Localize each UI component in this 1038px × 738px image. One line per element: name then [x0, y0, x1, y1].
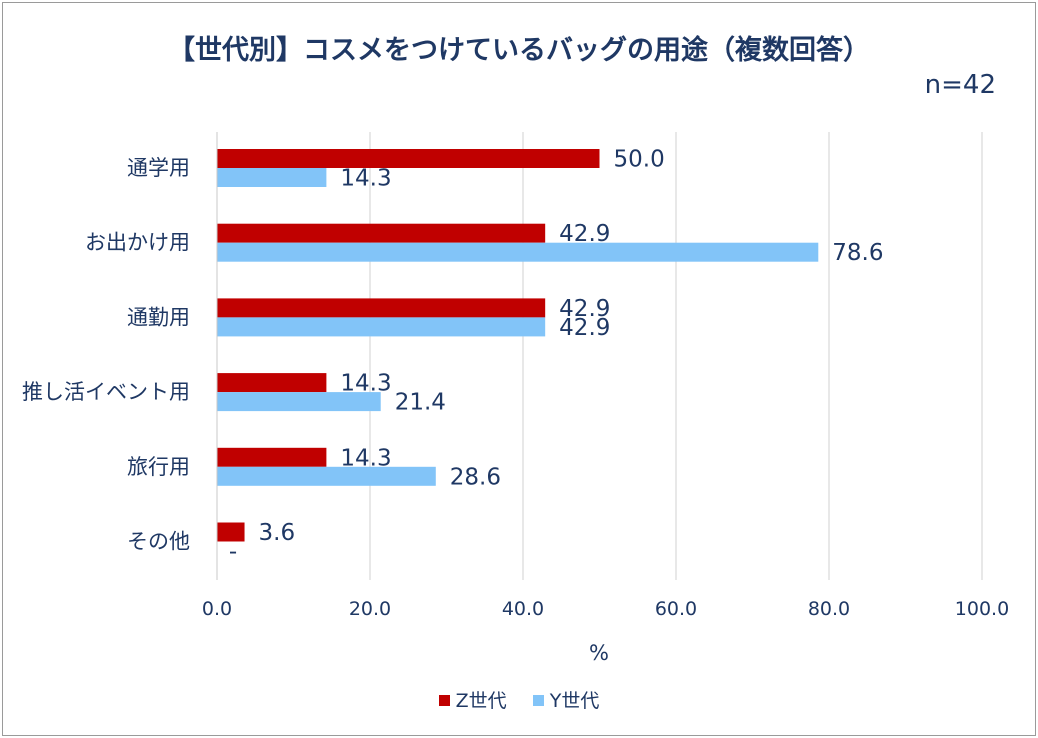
legend-label-y: Y世代	[549, 690, 600, 712]
legend-item-z: Z世代	[438, 686, 507, 713]
category-label: 推し活イベント用	[22, 380, 190, 404]
value-label-y: -	[229, 539, 237, 565]
x-tick-label: 0.0	[202, 598, 232, 620]
category-label: 旅行用	[127, 455, 190, 479]
value-label-z: 42.9	[559, 296, 610, 322]
value-label-y: 14.3	[340, 166, 391, 192]
x-tick-label: 60.0	[655, 598, 697, 620]
legend-swatch-y	[532, 695, 544, 706]
value-label-z: 14.3	[340, 445, 391, 471]
bar-z	[217, 223, 546, 243]
legend-item-y: Y世代	[532, 686, 600, 713]
x-axis-title: %	[589, 641, 609, 665]
value-label-y: 21.4	[395, 390, 446, 416]
bar-z	[217, 522, 245, 542]
sample-size-label: n=42	[924, 70, 996, 100]
bar-y	[217, 466, 436, 486]
x-tick-label: 20.0	[349, 598, 391, 620]
legend: Z世代 Y世代	[0, 686, 1038, 713]
bar-z	[217, 447, 327, 467]
bar-z	[217, 298, 546, 318]
category-label: 通勤用	[127, 305, 190, 329]
x-tick-label: 40.0	[502, 598, 544, 620]
value-label-z: 3.6	[259, 520, 296, 546]
value-label-z: 14.3	[340, 371, 391, 397]
bar-z	[217, 149, 600, 168]
value-label-z: 50.0	[614, 147, 665, 173]
x-tick-label: 80.0	[808, 598, 850, 620]
bar-y	[217, 317, 546, 337]
bar-z	[217, 373, 327, 393]
x-tick-label: 100.0	[955, 598, 1009, 620]
bars	[217, 149, 819, 542]
category-label: 通学用	[127, 156, 190, 180]
bar-y	[217, 242, 819, 262]
value-label-z: 42.9	[559, 221, 610, 247]
bar-y	[217, 168, 327, 187]
legend-swatch-z	[438, 695, 450, 706]
category-label: その他	[127, 530, 190, 554]
value-label-y: 42.9	[559, 315, 610, 341]
category-label: お出かけ用	[85, 231, 190, 255]
chart-title: 【世代別】コスメをつけているバッグの用途（複数回答）	[168, 35, 870, 66]
value-label-y: 28.6	[450, 464, 501, 490]
legend-label-z: Z世代	[455, 690, 507, 712]
labels: 0.0 20.0 40.0 60.0 80.0 100.0 通学用 50.0 14.3 お出かけ用…	[22, 147, 1009, 621]
value-label-y: 78.6	[832, 240, 883, 266]
gridlines	[369, 132, 983, 580]
bar-y	[217, 392, 381, 412]
